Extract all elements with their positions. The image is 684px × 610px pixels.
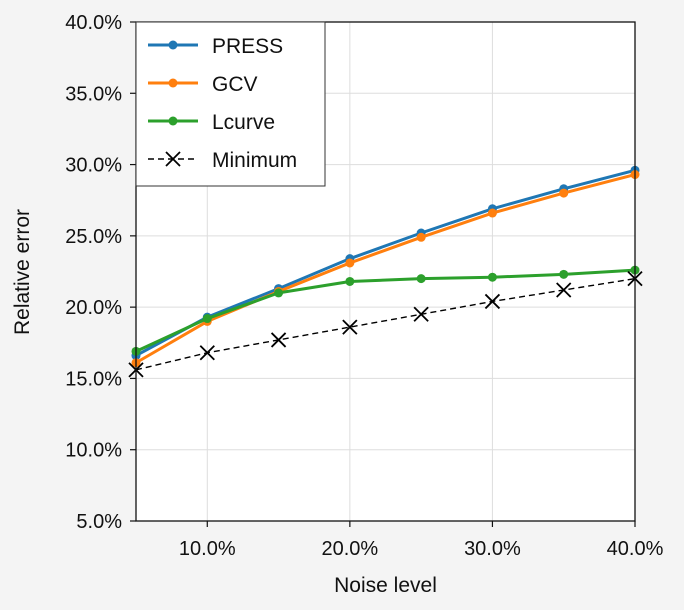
- legend-marker-press: [168, 40, 178, 50]
- legend-label-lcurve: Lcurve: [212, 111, 275, 134]
- data-point-minimum: [556, 282, 572, 298]
- series-line-gcv: [135, 173, 636, 365]
- data-point-lcurve: [487, 272, 497, 282]
- legend-marker-minimum: [165, 151, 181, 167]
- y-tick-label: 5.0%: [76, 511, 122, 533]
- y-tick-label: 10.0%: [65, 440, 122, 462]
- series-line-press: [135, 168, 636, 357]
- data-point-minimum: [199, 345, 215, 361]
- y-tick-label: 20.0%: [65, 297, 122, 319]
- data-point-gcv: [559, 188, 569, 198]
- legend-label-press: PRESS: [212, 35, 283, 58]
- x-axis: 10.0% 20.0% 30.0% 40.0%: [179, 521, 664, 560]
- y-axis: 5.0% 10.0% 15.0% 20.0% 25.0% 30.0% 35.0% 40.0%: [65, 12, 136, 533]
- y-tick-label: 15.0%: [65, 368, 122, 390]
- y-tick-label: 30.0%: [65, 155, 122, 177]
- legend-label-minimum: Minimum: [212, 149, 297, 172]
- data-point-minimum: [484, 293, 501, 310]
- plot-frame: [135, 21, 636, 522]
- x-tick-label: 20.0%: [321, 538, 378, 560]
- series-line-minimum: [135, 277, 636, 371]
- y-tick-label: 35.0%: [65, 83, 122, 105]
- data-point-minimum: [270, 332, 287, 348]
- x-tick-label: 10.0%: [179, 538, 236, 560]
- data-point-lcurve: [274, 288, 284, 298]
- data-point-minimum: [413, 306, 429, 322]
- data-point-lcurve: [416, 274, 426, 284]
- grid: [136, 21, 636, 522]
- data-point-lcurve: [559, 269, 569, 279]
- legend-item-gcv: GCV: [148, 73, 258, 96]
- x-tick-label: 40.0%: [607, 538, 664, 560]
- legend-item-press: PRESS: [148, 35, 283, 58]
- legend-item-lcurve: Lcurve: [148, 111, 275, 134]
- y-tick-label: 25.0%: [65, 226, 122, 248]
- legend-marker-lcurve: [168, 116, 178, 126]
- legend-item-minimum: Minimum: [148, 149, 297, 172]
- series-line-lcurve: [135, 268, 636, 353]
- data-point-gcv: [487, 208, 497, 218]
- y-tick-label: 40.0%: [65, 12, 122, 34]
- y-axis-label: Relative error: [11, 209, 34, 335]
- legend-box: [135, 21, 326, 187]
- data-point-lcurve: [345, 276, 355, 286]
- x-axis-label: Noise level: [334, 574, 437, 597]
- data-point-lcurve: [202, 314, 212, 324]
- data-point-minimum: [342, 319, 358, 335]
- legend-marker-gcv: [168, 78, 178, 88]
- data-point-gcv: [345, 258, 355, 268]
- legend-label-gcv: GCV: [212, 73, 258, 96]
- legend: PRESS GCV Lcurve Minimum: [135, 21, 326, 187]
- data-point-gcv: [416, 232, 426, 242]
- x-tick-label: 30.0%: [464, 538, 521, 560]
